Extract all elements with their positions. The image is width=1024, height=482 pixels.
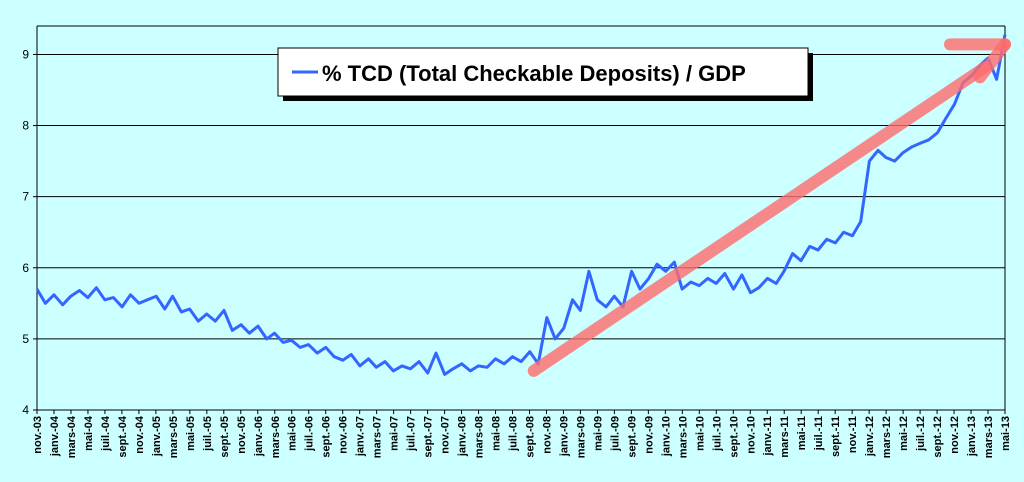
x-tick-label: janv.-06 bbox=[253, 416, 265, 457]
x-tick-label: mars-13 bbox=[983, 416, 995, 458]
x-tick-label: juil.-11 bbox=[813, 416, 825, 451]
x-tick-label: mai-08 bbox=[491, 416, 503, 451]
x-tick-label: nov.-08 bbox=[541, 416, 553, 454]
x-tick-label: nov.-09 bbox=[643, 416, 655, 454]
x-tick-label: mars-09 bbox=[575, 416, 587, 458]
y-tick-label: 8 bbox=[22, 119, 29, 133]
x-tick-label: janv.-11 bbox=[762, 416, 774, 457]
x-tick-label: janv.-05 bbox=[151, 416, 163, 457]
x-tick-label: juil.-09 bbox=[609, 416, 621, 452]
x-tick-label: janv.-12 bbox=[864, 416, 876, 457]
x-tick-label: mai-09 bbox=[592, 416, 604, 451]
x-tick-label: juil.-04 bbox=[100, 415, 112, 452]
x-tick-label: juil.-08 bbox=[508, 416, 520, 452]
x-tick-label: mai-05 bbox=[185, 416, 197, 451]
x-tick-label: nov.-06 bbox=[338, 416, 350, 454]
x-tick-label: sept.-11 bbox=[830, 416, 842, 457]
series-line bbox=[35, 34, 1007, 376]
x-tick-label: mars-07 bbox=[372, 416, 384, 458]
x-tick-label: mai-13 bbox=[1000, 416, 1012, 451]
y-tick-label: 5 bbox=[22, 332, 29, 346]
x-tick-label: nov.-03 bbox=[32, 416, 44, 454]
x-tick-label: mai-04 bbox=[83, 415, 95, 451]
x-tick-label: mai-11 bbox=[796, 416, 808, 450]
x-tick-label: mai-12 bbox=[898, 416, 910, 451]
x-tick-label: mai-06 bbox=[287, 416, 299, 451]
x-tick-label: mars-10 bbox=[677, 416, 689, 458]
trend-arrow-head-side bbox=[974, 38, 1011, 84]
x-tick-label: juil.-06 bbox=[304, 416, 316, 452]
x-tick-label: mars-06 bbox=[270, 416, 282, 458]
x-tick-label: janv.-07 bbox=[355, 416, 367, 457]
x-tick-label: nov.-12 bbox=[949, 416, 961, 454]
x-tick-label: sept.-09 bbox=[626, 416, 638, 458]
legend-box bbox=[277, 47, 809, 97]
trend-arrow-shaft bbox=[527, 61, 991, 377]
x-tick-label: mars-08 bbox=[474, 416, 486, 458]
x-tick-label: juil.-10 bbox=[711, 416, 723, 452]
x-tick-label: sept.-10 bbox=[728, 416, 740, 458]
legend-series-label: % TCD (Total Checkable Deposits) / GDP bbox=[322, 61, 746, 86]
x-tick-label: sept.-07 bbox=[423, 416, 435, 458]
x-tick-label: mars-04 bbox=[66, 415, 78, 458]
x-tick-label: nov.-10 bbox=[745, 416, 757, 454]
y-tick-label: 7 bbox=[22, 190, 29, 204]
x-tick-label: janv.-08 bbox=[457, 416, 469, 457]
x-tick-label: juil.-12 bbox=[915, 416, 927, 452]
x-tick-label: sept.-04 bbox=[117, 415, 129, 457]
x-tick-label: mars-11 bbox=[779, 416, 791, 458]
y-tick-label: 9 bbox=[22, 47, 29, 61]
x-tick-label: sept.-08 bbox=[524, 416, 536, 458]
x-tick-label: mars-05 bbox=[168, 416, 180, 458]
x-tick-label: juil.-05 bbox=[202, 416, 214, 452]
x-tick-label: janv.-09 bbox=[558, 416, 570, 457]
x-tick-label: nov.-11 bbox=[847, 416, 859, 453]
x-tick-label: mars-12 bbox=[881, 416, 893, 458]
x-tick-label: nov.-04 bbox=[134, 415, 146, 454]
y-tick-label: 4 bbox=[22, 403, 29, 417]
x-tick-label: juil.-07 bbox=[406, 416, 418, 452]
x-tick-label: janv.-13 bbox=[966, 416, 978, 457]
x-tick-label: mai-07 bbox=[389, 416, 401, 451]
x-tick-label: nov.-07 bbox=[440, 416, 452, 454]
x-tick-label: sept.-06 bbox=[321, 416, 333, 458]
x-tick-label: sept.-05 bbox=[219, 416, 231, 458]
y-tick-label: 6 bbox=[22, 261, 29, 275]
x-tick-label: mai-10 bbox=[694, 416, 706, 451]
x-tick-label: sept.-12 bbox=[932, 416, 944, 458]
x-tick-label: janv.-04 bbox=[49, 415, 61, 457]
x-tick-label: janv.-10 bbox=[660, 416, 672, 457]
x-tick-label: nov.-05 bbox=[236, 416, 248, 454]
